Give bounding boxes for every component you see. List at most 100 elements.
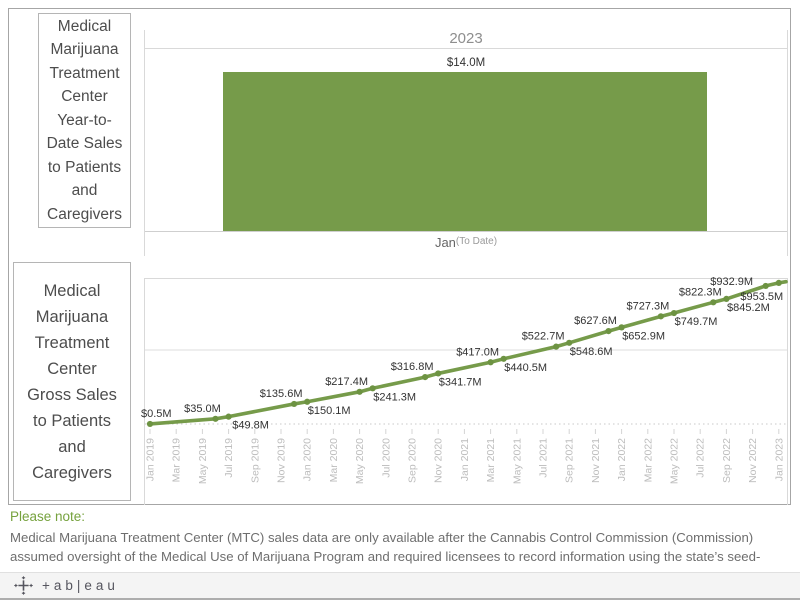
title-line: Center <box>61 88 108 106</box>
x-tick-label: Jan 2019 <box>145 438 157 481</box>
data-point[interactable] <box>762 282 769 290</box>
data-point-label: $217.4M <box>325 376 368 388</box>
title-line: to Patients <box>47 158 122 176</box>
dashboard-frame <box>8 8 791 505</box>
x-tick-label: Jul 2021 <box>538 438 550 478</box>
title-line: Center <box>47 359 97 378</box>
data-point[interactable] <box>304 398 311 405</box>
data-point[interactable] <box>710 299 717 306</box>
data-points <box>146 279 782 428</box>
data-point-label: $548.6M <box>570 346 613 358</box>
x-axis-to-date-label: (To Date) <box>455 236 498 247</box>
x-tick-label: Mar 2020 <box>328 438 340 483</box>
data-point-label: $953.5M <box>740 291 783 303</box>
data-point-label: $727.3M <box>626 300 669 312</box>
data-point-label: $35.0M <box>184 403 221 415</box>
data-point-label: $150.1M <box>308 405 351 417</box>
data-point[interactable] <box>723 295 730 303</box>
data-point-label: $49.8M <box>232 420 269 432</box>
data-point[interactable] <box>146 420 154 428</box>
data-point[interactable] <box>618 324 625 331</box>
data-point-label: $627.6M <box>574 315 617 327</box>
footnote: Please note: Medical Marijuana Treatment… <box>10 508 792 566</box>
x-tick-label: Nov 2021 <box>590 438 602 483</box>
x-tick-label: Nov 2022 <box>747 438 759 483</box>
data-point[interactable] <box>487 359 494 366</box>
x-tick-label: Jan 2020 <box>302 438 314 481</box>
data-point[interactable] <box>435 370 442 377</box>
data-point[interactable] <box>553 343 560 350</box>
title-line: Marijuana <box>50 41 119 59</box>
x-axis-ticks: Jan 2019 Mar 2019 May 2019 Jul 2019 Sep 2019… <box>145 429 785 484</box>
gross-sales-chart-title: Medical Marijuana Treatment Center Gross Sal… <box>13 262 131 501</box>
data-point[interactable] <box>657 313 665 320</box>
x-tick-label: Mar 2019 <box>171 438 183 483</box>
x-tick-label: Jul 2019 <box>223 438 235 478</box>
data-point-label: $652.9M <box>622 330 665 342</box>
data-point-label: $932.9M <box>710 276 753 288</box>
x-tick-label: Nov 2020 <box>433 438 445 483</box>
ytd-plot-area: $14.0M <box>145 49 787 232</box>
data-point[interactable] <box>422 374 429 381</box>
title-line: to Patients <box>33 411 111 430</box>
data-point-label: $522.7M <box>522 331 565 343</box>
data-point-label: $341.7M <box>439 376 482 388</box>
x-axis-month-label: Jan <box>434 235 456 250</box>
data-point[interactable] <box>500 355 507 362</box>
title-line: Caregivers <box>47 205 122 223</box>
data-point-label: $0.5M <box>141 408 172 420</box>
tableau-logo-icon[interactable] <box>14 576 33 595</box>
data-point-label: $316.8M <box>391 361 434 373</box>
title-line: Medical <box>43 281 101 300</box>
data-point[interactable] <box>291 400 298 408</box>
tableau-wordmark[interactable]: +ab|eau <box>42 578 119 593</box>
data-point[interactable] <box>670 309 678 317</box>
data-point-label: $417.0M <box>456 346 499 358</box>
note-heading: Please note: <box>10 509 86 524</box>
year-column-header: 2023 <box>145 30 787 49</box>
title-line: Medical <box>57 17 112 35</box>
data-point-labels: $0.5M $35.0M $49.8M $135.6M $150.1M $217.4M $2… <box>141 276 783 432</box>
title-line: Marijuana <box>35 307 109 326</box>
title-line: Date Sales <box>46 135 123 153</box>
ytd-chart-title: Medical Marijuana Treatment Center Year-to- D… <box>38 13 131 228</box>
x-tick-label: Sep 2020 <box>407 438 419 483</box>
note-body: Medical Marijuana Treatment Center (MTC)… <box>10 530 761 564</box>
tableau-footer: +ab|eau <box>0 572 800 600</box>
data-point-label: $845.2M <box>727 302 770 314</box>
bar-value-label: $14.0M <box>446 57 486 69</box>
x-tick-label: May 2020 <box>354 438 366 484</box>
data-point[interactable] <box>605 328 612 335</box>
x-tick-label: May 2022 <box>669 438 681 484</box>
x-tick-label: Mar 2021 <box>485 438 497 483</box>
data-point-label: $135.6M <box>260 388 303 400</box>
title-line: Year-to- <box>57 111 112 129</box>
data-point[interactable] <box>225 413 232 420</box>
title-line: Treatment <box>34 333 110 352</box>
data-point[interactable] <box>566 339 573 346</box>
ytd-bar-chart-panel: 2023 $14.0M Jan(To Date) <box>144 30 788 256</box>
x-tick-label: May 2019 <box>197 438 209 484</box>
x-tick-label: Jan 2021 <box>459 438 471 481</box>
data-point-label: $822.3M <box>679 286 722 298</box>
sales-bar-2023[interactable] <box>223 72 707 231</box>
title-line: Gross Sales <box>27 385 117 404</box>
title-line: Treatment <box>49 64 120 82</box>
x-tick-label: Jul 2020 <box>380 438 392 478</box>
data-point[interactable] <box>369 385 376 392</box>
x-tick-label: Jul 2022 <box>695 438 707 478</box>
data-point-label: $749.7M <box>675 316 718 328</box>
gross-sales-line-chart-panel: Jan 2019 Mar 2019 May 2019 Jul 2019 Sep 2019… <box>141 276 788 505</box>
title-line: Caregivers <box>32 463 112 482</box>
sales-trend-line[interactable] <box>148 279 788 426</box>
x-tick-label: Jan 2023 <box>773 438 785 481</box>
data-point[interactable] <box>775 279 782 286</box>
x-tick-label: Nov 2019 <box>276 438 288 483</box>
data-point[interactable] <box>356 388 363 395</box>
data-point[interactable] <box>212 415 219 422</box>
title-line: and <box>71 182 98 200</box>
title-line: and <box>58 437 86 456</box>
x-tick-label: Mar 2022 <box>642 438 654 483</box>
data-point-label: $241.3M <box>373 391 416 403</box>
